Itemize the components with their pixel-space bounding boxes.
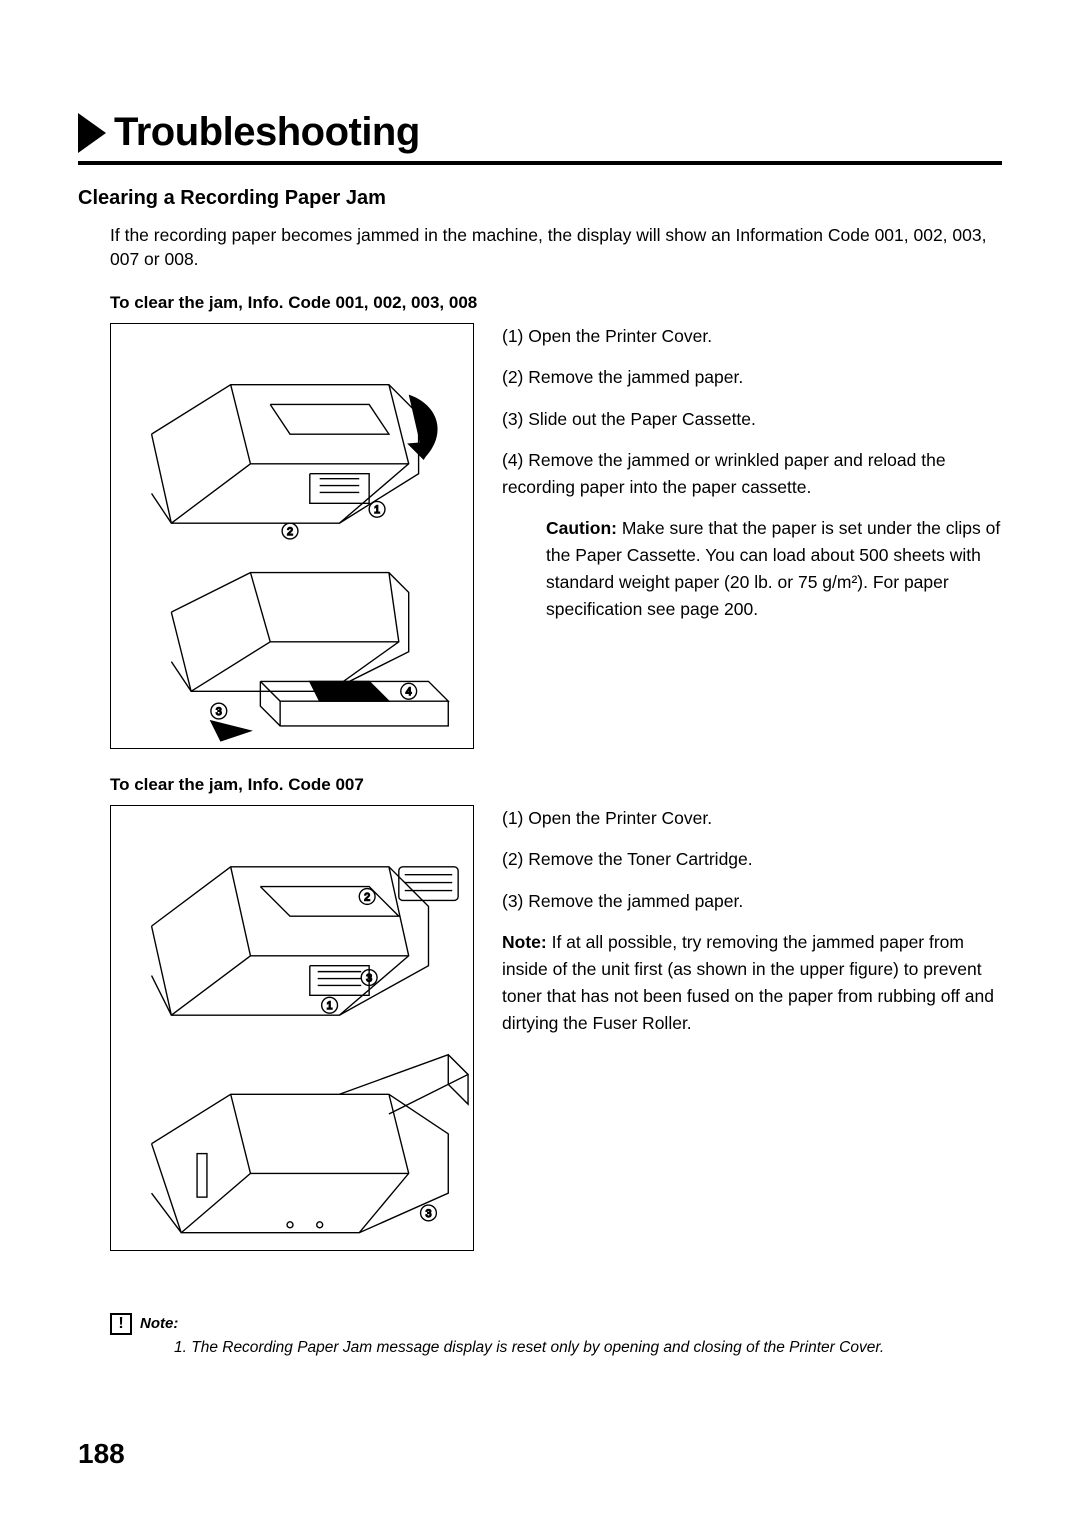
proc-a-step-4: (4) Remove the jammed or wrinkled paper … bbox=[502, 447, 1002, 501]
svg-text:2: 2 bbox=[287, 526, 293, 538]
proc-b-step-2: (2) Remove the Toner Cartridge. bbox=[502, 846, 1002, 873]
proc-b-heading: To clear the jam, Info. Code 007 bbox=[110, 775, 1002, 795]
svg-text:1: 1 bbox=[327, 1000, 333, 1012]
section-title: Troubleshooting bbox=[114, 110, 420, 155]
subtitle: Clearing a Recording Paper Jam bbox=[78, 187, 1002, 210]
proc-a-step-2: (2) Remove the jammed paper. bbox=[502, 364, 1002, 391]
proc-a: 1 2 3 4 bbox=[110, 323, 1002, 749]
proc-a-steps: (1) Open the Printer Cover. (2) Remove t… bbox=[502, 323, 1002, 749]
svg-text:4: 4 bbox=[406, 686, 412, 698]
section-header: Troubleshooting bbox=[78, 110, 1002, 155]
proc-b-step-1: (1) Open the Printer Cover. bbox=[502, 805, 1002, 832]
proc-b-illustration: 2 3 1 3 bbox=[110, 805, 474, 1251]
printer-diagram-b-icon: 2 3 1 3 bbox=[112, 807, 472, 1249]
page-number: 188 bbox=[78, 1438, 125, 1470]
caution-label: Caution: bbox=[546, 518, 617, 538]
proc-a-step-1: (1) Open the Printer Cover. bbox=[502, 323, 1002, 350]
section-arrow-icon bbox=[78, 113, 106, 153]
intro-text: If the recording paper becomes jammed in… bbox=[110, 224, 1002, 271]
note-inline-label: Note: bbox=[502, 932, 547, 952]
proc-b-note: Note: If at all possible, try removing t… bbox=[502, 929, 1002, 1038]
footnote-label: Note: bbox=[140, 1313, 178, 1332]
note-exclamation-icon: ! bbox=[110, 1313, 132, 1335]
proc-a-caution: Caution: Make sure that the paper is set… bbox=[546, 515, 1002, 624]
page: Troubleshooting Clearing a Recording Pap… bbox=[0, 0, 1080, 1528]
footnote-text: 1. The Recording Paper Jam message displ… bbox=[174, 1339, 1002, 1357]
svg-text:3: 3 bbox=[425, 1208, 431, 1220]
section-rule bbox=[78, 161, 1002, 165]
footnote-header: ! Note: bbox=[110, 1313, 1002, 1335]
proc-a-illustration: 1 2 3 4 bbox=[110, 323, 474, 749]
proc-a-step-3: (3) Slide out the Paper Cassette. bbox=[502, 406, 1002, 433]
printer-diagram-a-icon: 1 2 3 4 bbox=[112, 325, 472, 747]
svg-text:1: 1 bbox=[374, 505, 380, 517]
proc-a-heading: To clear the jam, Info. Code 001, 002, 0… bbox=[110, 293, 1002, 313]
proc-b-step-3: (3) Remove the jammed paper. bbox=[502, 888, 1002, 915]
note-inline-text: If at all possible, try removing the jam… bbox=[502, 932, 994, 1033]
proc-b: 2 3 1 3 bbox=[110, 805, 1002, 1251]
proc-b-steps: (1) Open the Printer Cover. (2) Remove t… bbox=[502, 805, 1002, 1251]
svg-text:2: 2 bbox=[364, 892, 370, 904]
svg-text:3: 3 bbox=[216, 706, 222, 718]
